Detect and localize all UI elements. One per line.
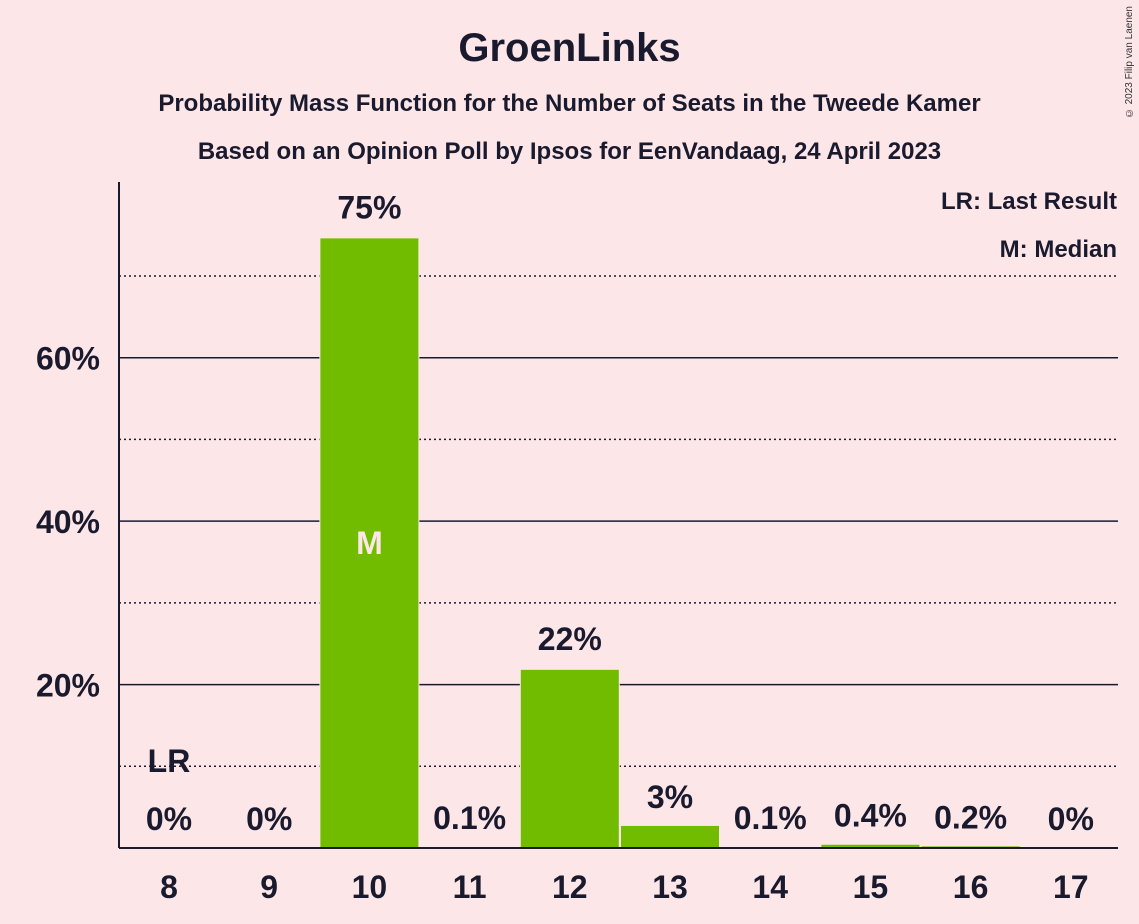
legend-entry: LR: Last Result	[941, 188, 1117, 215]
bar-value-label: 0%	[246, 801, 292, 837]
x-tick-label: 11	[453, 869, 487, 905]
x-tick-label: 9	[260, 869, 278, 905]
x-tick-label: 13	[652, 869, 688, 905]
last-result-marker: LR	[148, 743, 191, 779]
y-tick-label: 40%	[36, 504, 100, 540]
x-tick-label: 14	[752, 869, 788, 905]
legend-entry: M: Median	[1000, 236, 1117, 263]
bar-value-label: 0.4%	[834, 798, 907, 834]
x-tick-label: 12	[552, 869, 588, 905]
chart-title: GroenLinks	[458, 26, 681, 70]
y-tick-label: 20%	[36, 668, 100, 704]
x-tick-label: 17	[1053, 869, 1089, 905]
bar-value-label: 0.1%	[734, 800, 807, 836]
x-tick-label: 10	[352, 869, 388, 905]
bar	[520, 669, 619, 848]
y-tick-label: 60%	[36, 341, 100, 377]
chart-subtitle-source: Based on an Opinion Poll by Ipsos for Ee…	[197, 138, 942, 165]
bar-value-label: 0.1%	[433, 800, 506, 836]
median-marker: M	[356, 525, 383, 561]
x-tick-label: 8	[160, 869, 178, 905]
chart-subtitle: Probability Mass Function for the Number…	[158, 90, 981, 117]
bar-value-label: 3%	[647, 779, 693, 815]
bar	[621, 825, 719, 848]
bar	[320, 238, 419, 849]
bar	[821, 844, 920, 848]
bar-value-label: 75%	[337, 189, 401, 225]
x-tick-label: 16	[953, 869, 989, 905]
x-tick-label: 15	[853, 869, 889, 905]
bar-value-label: 0%	[1048, 801, 1094, 837]
bar-value-label: 0%	[146, 801, 192, 837]
bar-value-label: 22%	[538, 621, 602, 657]
bar-value-label: 0.2%	[934, 799, 1007, 835]
